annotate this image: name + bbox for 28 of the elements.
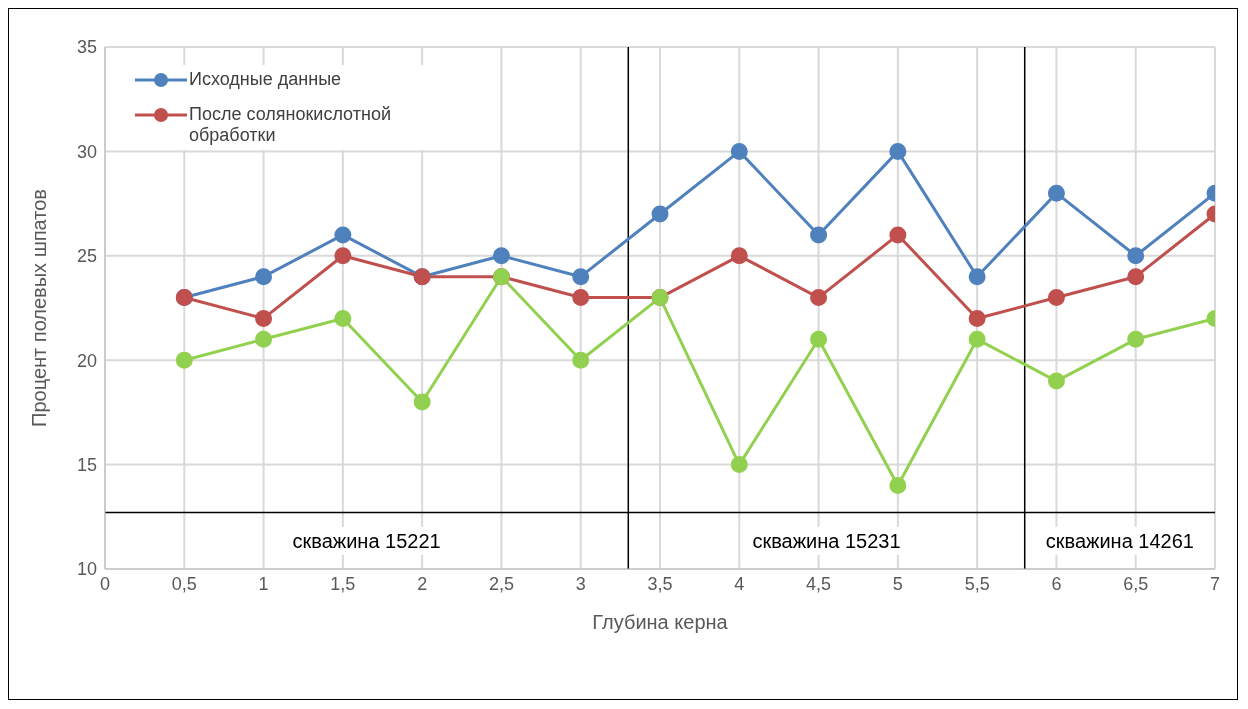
x-tick-label: 4,5 [806, 573, 832, 594]
annotation: скважина 14261 [1045, 529, 1194, 552]
x-tick-label: 7 [1209, 573, 1221, 594]
annotation: скважина 15231 [752, 529, 901, 552]
x-tick-label: 2,5 [488, 573, 514, 594]
x-tick-label: 3 [575, 573, 586, 594]
x-tick-label: 5,5 [964, 573, 990, 594]
y-tick-label: 35 [76, 37, 97, 58]
y-tick-label: 10 [76, 559, 97, 580]
legend-label: Исходные данные [189, 69, 342, 90]
x-tick-label: 1 [258, 573, 269, 594]
x-tick-label: 6 [1051, 573, 1062, 594]
y-tick-label: 15 [76, 454, 97, 475]
x-tick-label: 6,5 [1123, 573, 1149, 594]
y-axis-title: Процент полевых шпатов [28, 189, 51, 427]
y-tick-label: 30 [76, 141, 97, 162]
x-tick-label: 4 [734, 573, 745, 594]
x-tick-label: 3,5 [647, 573, 673, 594]
x-tick-label: 2 [417, 573, 428, 594]
y-tick-label: 20 [76, 350, 97, 371]
x-tick-label: 1,5 [330, 573, 356, 594]
x-axis-title: Глубина керна [592, 611, 729, 633]
annotation: скважина 15221 [292, 529, 441, 552]
y-tick-label: 25 [76, 246, 97, 267]
x-tick-label: 5 [892, 573, 903, 594]
legend-label: После солянокислотной обработки [189, 104, 392, 146]
x-tick-label: 0 [99, 573, 111, 594]
x-tick-label: 0,5 [171, 573, 197, 594]
